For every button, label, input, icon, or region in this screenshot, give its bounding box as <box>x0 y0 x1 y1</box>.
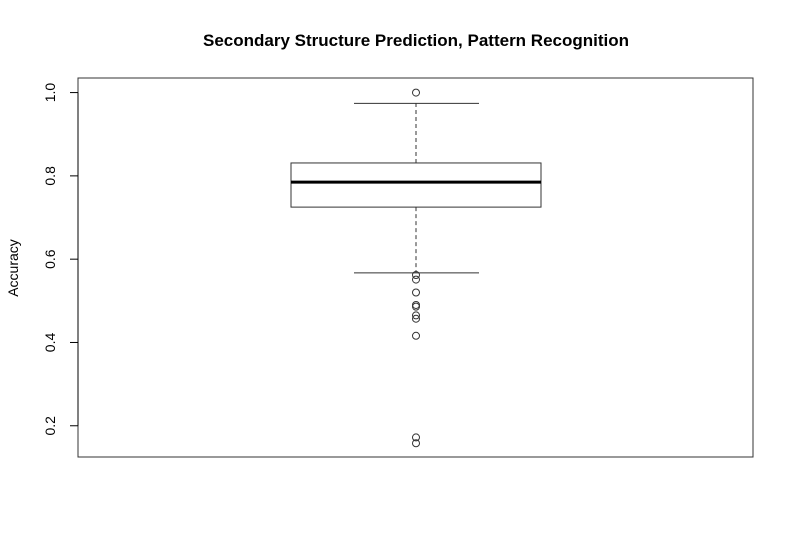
outlier-point <box>412 439 420 448</box>
outlier-point <box>412 302 420 311</box>
outlier-point <box>412 314 420 323</box>
outliers-group <box>412 88 420 448</box>
outlier-point <box>412 433 420 442</box>
outlier-point <box>412 275 420 284</box>
outlier-point <box>412 311 420 320</box>
outlier-point <box>412 270 420 279</box>
iqr-box <box>290 162 542 208</box>
y-tick-label: 0.2 <box>42 416 58 436</box>
box-group <box>290 102 542 274</box>
y-tick-label: 0.8 <box>42 166 58 186</box>
outlier-point <box>412 331 420 340</box>
outlier-point <box>412 88 420 97</box>
chart-title: Secondary Structure Prediction, Pattern … <box>203 31 629 50</box>
y-axis-label: Accuracy <box>5 239 21 297</box>
outlier-point <box>412 288 420 297</box>
outlier-point <box>412 300 420 309</box>
y-axis-ticks: 0.2 0.4 0.6 0.8 1.0 <box>42 83 78 436</box>
y-tick-label: 1.0 <box>42 83 58 103</box>
y-tick-label: 0.6 <box>42 249 58 269</box>
y-tick-label: 0.4 <box>42 333 58 353</box>
